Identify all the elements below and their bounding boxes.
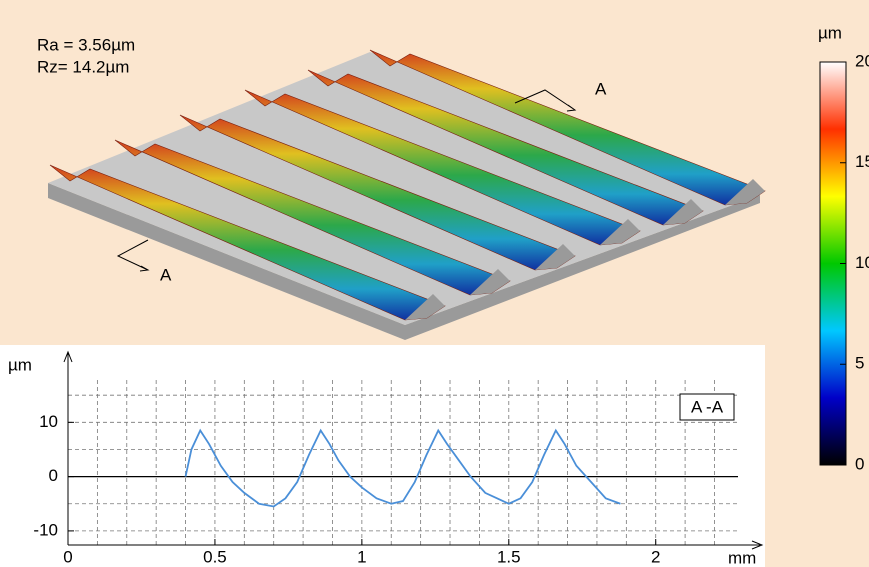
section-arrow xyxy=(514,89,577,112)
legend-box xyxy=(679,393,735,421)
x-tick-label: 2 xyxy=(651,547,660,566)
profile-panel xyxy=(0,345,765,567)
ridge-face xyxy=(470,269,510,295)
section-arrow xyxy=(116,239,150,272)
x-tick-label: 1.5 xyxy=(497,547,521,566)
y-tick-label: 0 xyxy=(49,466,58,485)
colorbar-tick-label: 15 xyxy=(855,152,869,171)
x-tick-label: 1 xyxy=(357,547,366,566)
colorbar-tick-label: 10 xyxy=(855,253,869,272)
annotation: A xyxy=(595,79,607,98)
profile-line xyxy=(184,428,621,508)
colorbar-tick-label: 20 xyxy=(855,51,869,70)
ridge-face xyxy=(725,179,765,205)
annotation: Rz= 14.2µm xyxy=(37,57,129,76)
annotation: Ra = 3.56µm xyxy=(37,35,135,54)
x-arrow xyxy=(751,540,764,550)
y-axis-label: µm xyxy=(8,355,32,374)
y-tick-label: -10 xyxy=(33,520,58,539)
y-arrow xyxy=(63,350,73,363)
colorbar: 0 5 10 15 20 µm xyxy=(818,23,869,473)
y-tick-label: 10 xyxy=(39,412,58,431)
annotation: A xyxy=(160,265,172,284)
surface-3d: Ra = 3.56µm Rz= 14.2µm A A xyxy=(37,35,766,340)
x-tick-label: 0.5 xyxy=(203,547,227,566)
section-label: A -A xyxy=(691,397,724,416)
base-top xyxy=(48,52,760,325)
x-axis-label: mm xyxy=(728,548,756,567)
colorbar-tick-label: 5 xyxy=(855,354,864,373)
colorbar-tick-label: 0 xyxy=(855,454,864,473)
colorbar-title: µm xyxy=(818,23,842,42)
x-tick-label: 0 xyxy=(63,547,72,566)
ridge-face xyxy=(600,219,640,245)
ridge-face xyxy=(405,294,445,320)
profile-chart: 0 0.5 1 1.5 2 -10 0 10 µm mm A -A xyxy=(8,350,764,567)
ridge-face xyxy=(663,199,703,225)
ridge-face xyxy=(535,244,575,270)
